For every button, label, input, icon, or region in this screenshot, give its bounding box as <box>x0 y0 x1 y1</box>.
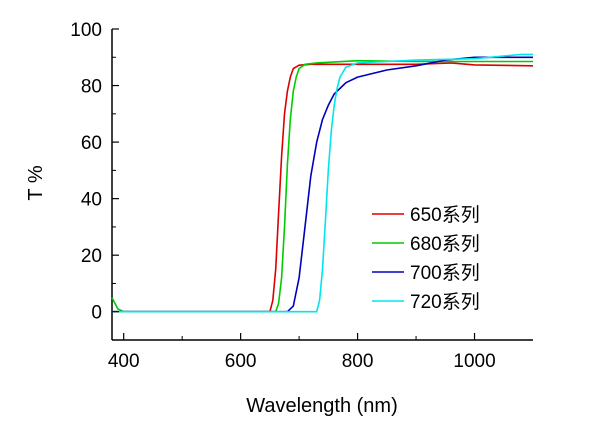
series-layer <box>111 53 534 313</box>
y-tick-label: 20 <box>81 246 102 267</box>
legend-label: 680系列 <box>410 233 480 255</box>
x-tick-label: 400 <box>108 351 140 372</box>
x-tick-label: 1000 <box>453 351 495 372</box>
y-tick-label: 100 <box>70 20 102 41</box>
x-axis-label: Wavelength (nm) <box>246 395 398 417</box>
legend-label: 720系列 <box>410 291 480 313</box>
legend-label: 700系列 <box>410 262 480 284</box>
y-axis-label: T % <box>25 165 47 200</box>
y-tick-label: 60 <box>81 133 102 154</box>
legend: 650系列 680系列 700系列 720系列 <box>372 204 480 313</box>
y-tick-label: 0 <box>91 303 102 324</box>
y-tick-label: 80 <box>81 77 102 98</box>
x-tick-label: 800 <box>342 351 374 372</box>
y-tick-label: 40 <box>81 190 102 211</box>
legend-label: 650系列 <box>410 204 480 226</box>
x-tick-label: 600 <box>225 351 257 372</box>
series-line-720 <box>112 53 533 313</box>
ticks-layer: 0 20 40 60 80 100 400 600 800 1000 <box>70 20 495 372</box>
